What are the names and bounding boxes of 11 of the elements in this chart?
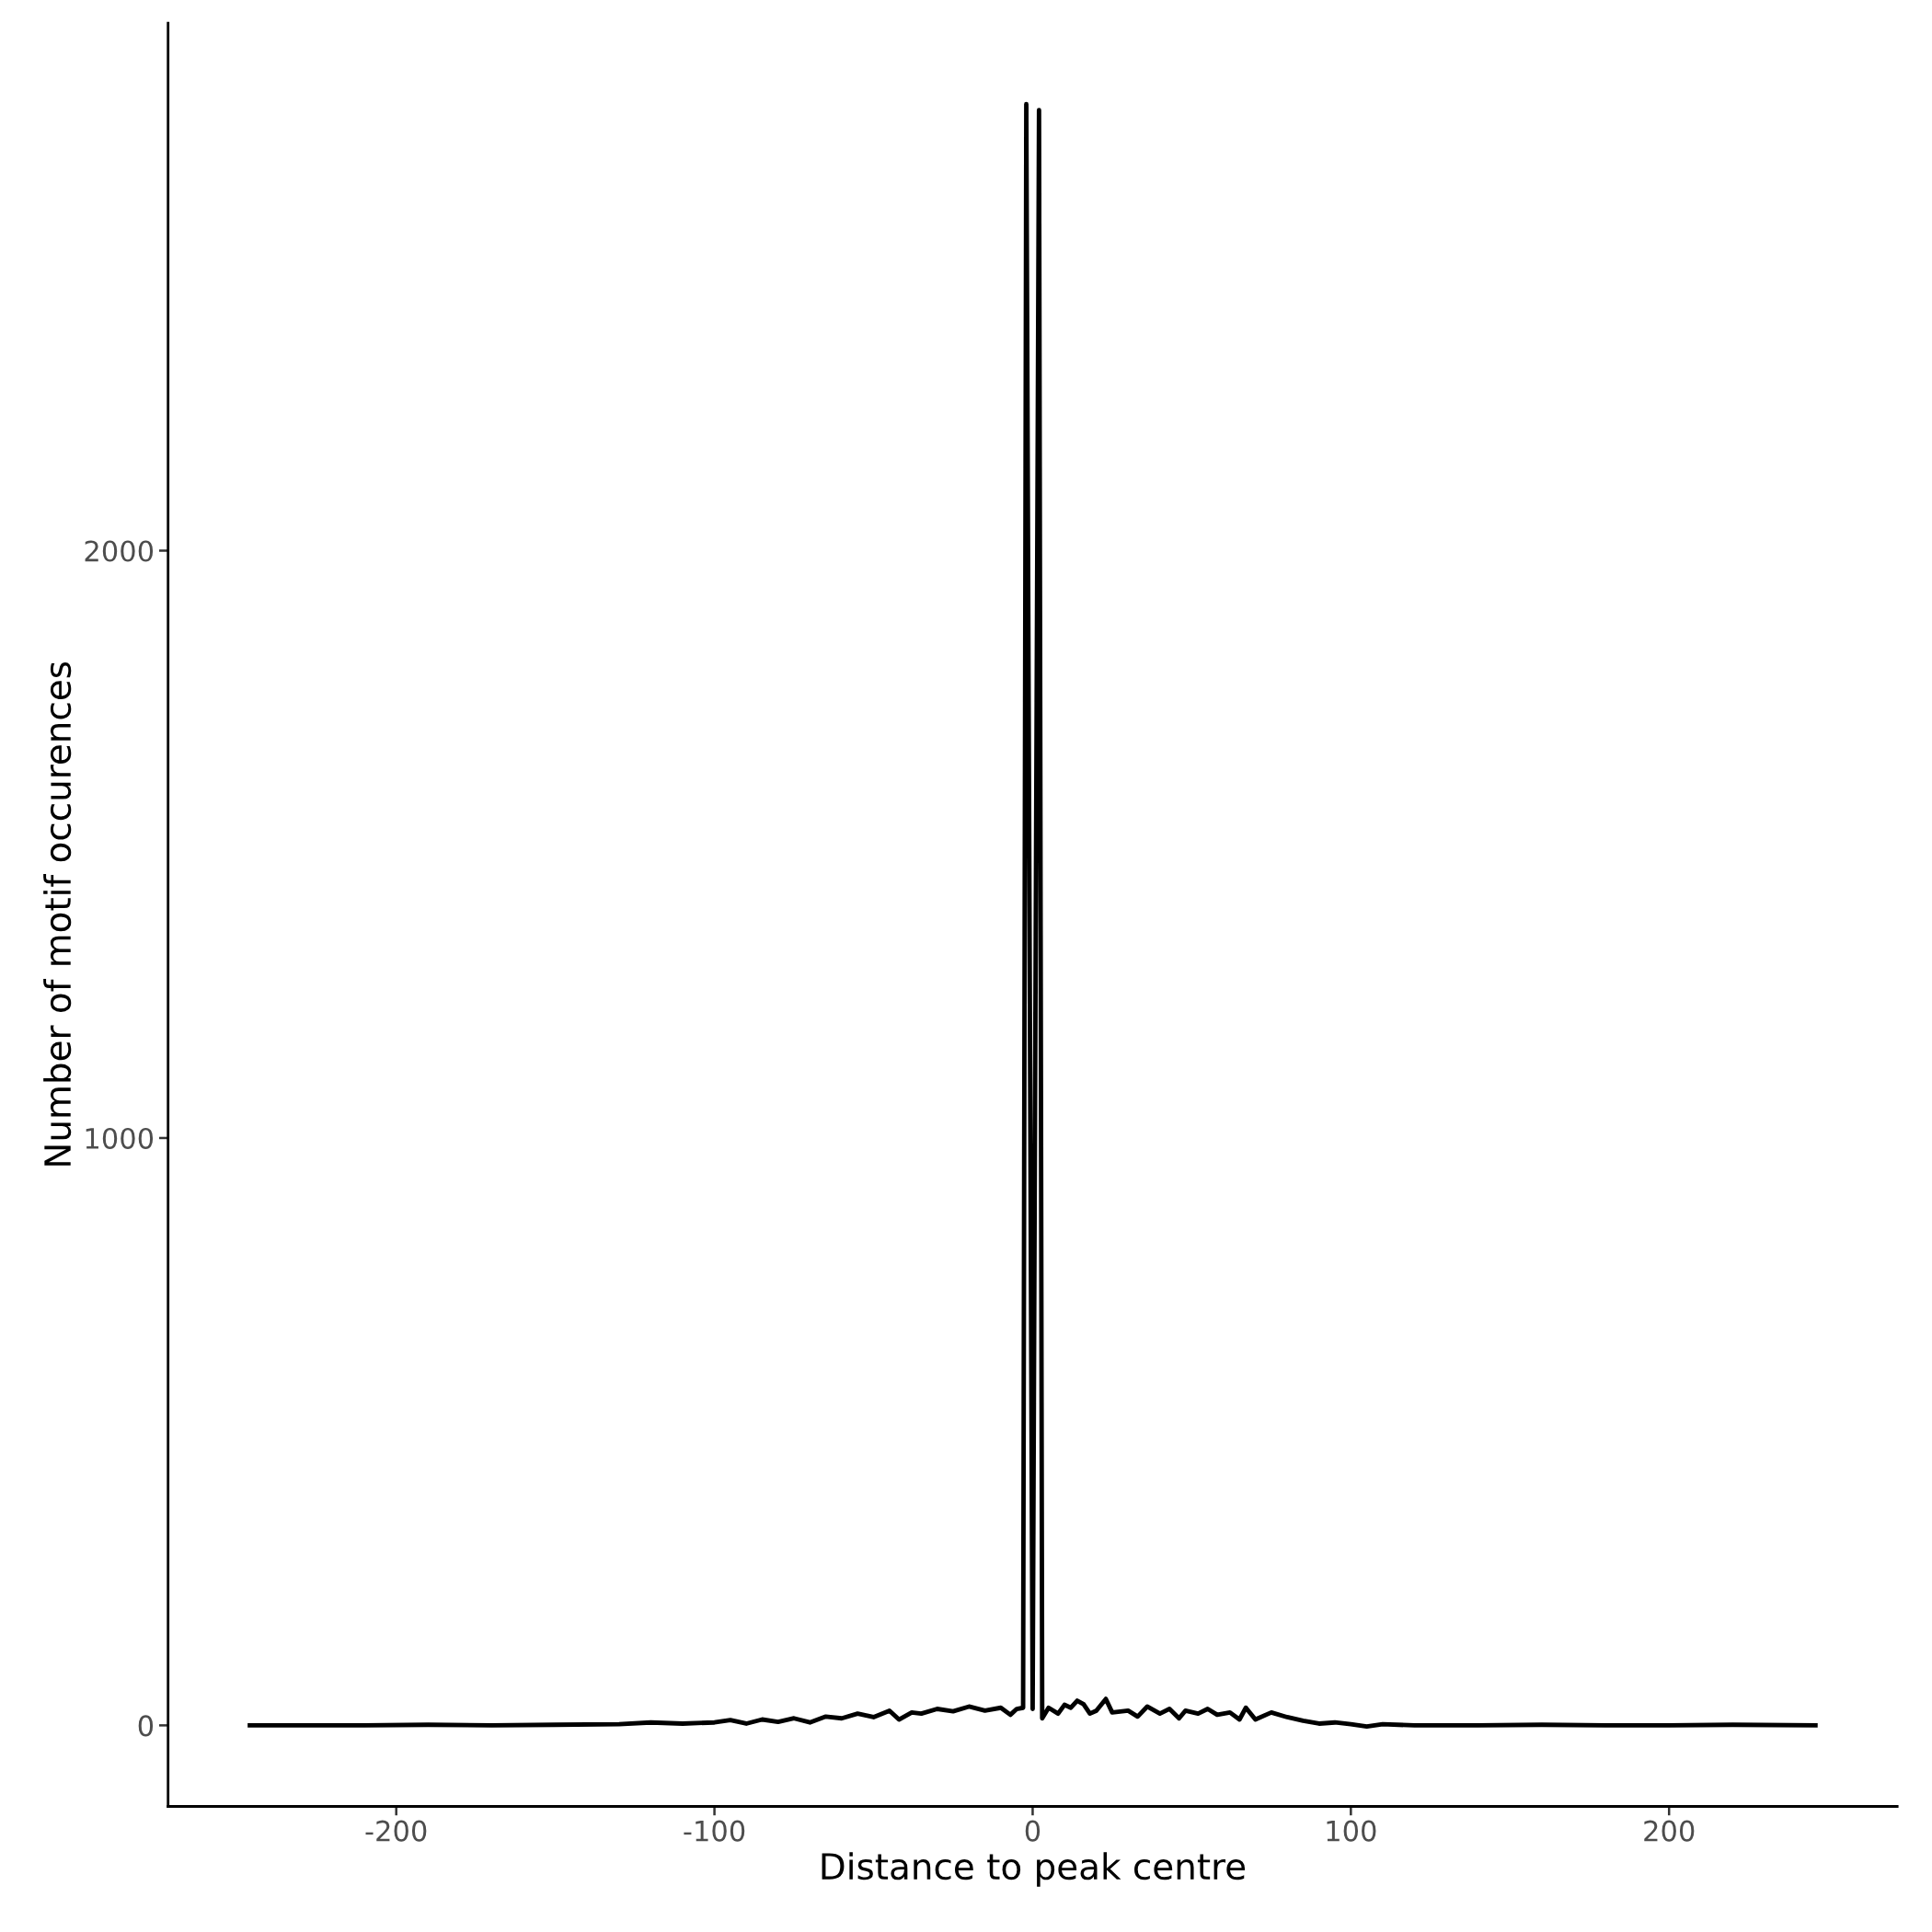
x-tick-label: -100 (684, 1820, 745, 1842)
y-tick-label: 1000 (86, 1127, 154, 1149)
y-axis-title: Number of motif occurences (43, 661, 72, 1166)
x-tick-label: 200 (1644, 1820, 1695, 1842)
line-series (247, 101, 1818, 1730)
y-tick-label: 2000 (85, 540, 154, 562)
x-tick-label: 100 (1327, 1820, 1376, 1842)
x-tick-label: -200 (365, 1820, 427, 1842)
x-axis-title: Distance to peak centre (822, 1852, 1246, 1887)
x-tick-label: 0 (1025, 1820, 1041, 1842)
y-tick-label: 0 (138, 1715, 154, 1737)
